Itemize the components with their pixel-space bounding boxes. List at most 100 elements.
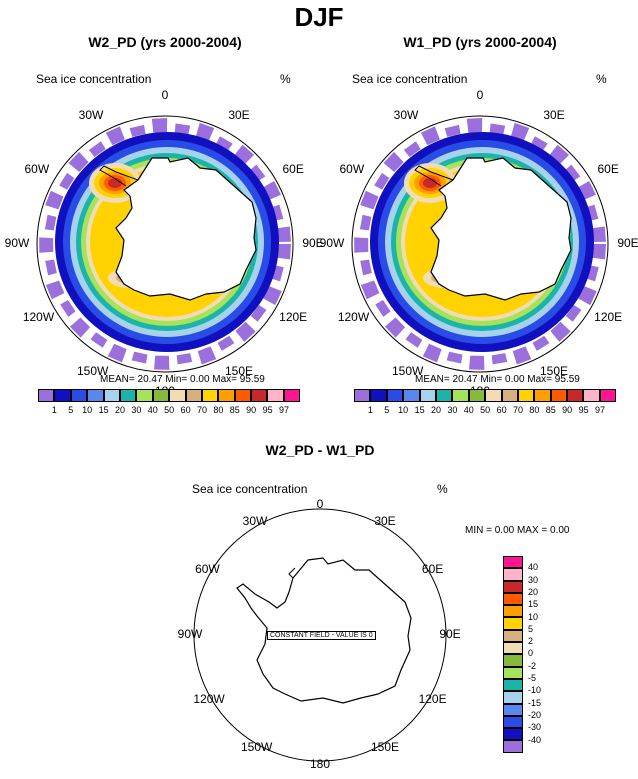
ice-edge-cell [354, 237, 369, 253]
colorbar-tick-label: 10 [82, 405, 93, 415]
colorbar-tick-label: 40 [147, 405, 158, 415]
ice-edge-cell [405, 332, 423, 348]
panel-2-variable: Sea ice concentration [352, 72, 468, 86]
colorbar-cell [503, 715, 523, 729]
diff-colorbar-labels: 40 30 20 15 10 5 2 0 -2 -5 -10 -15 -20 -30 -40 [528, 556, 568, 756]
colorbar-cell [599, 389, 617, 402]
ice-edge-cell [422, 343, 442, 363]
colorbar-tick-label: 5 [528, 623, 534, 634]
colorbar-tick-label: 60 [180, 405, 191, 415]
colorbar-tick-label: 30 [528, 574, 539, 585]
ice-edge-cell [45, 280, 65, 300]
colorbar-tick-label: 0 [528, 648, 534, 659]
ice-edge-cell [491, 353, 508, 365]
antarctica [115, 157, 257, 301]
lon-label: 180 [309, 757, 331, 771]
lon-label: 30E [228, 107, 250, 122]
lon-label: 30E [543, 107, 565, 122]
lon-label: 0 [161, 88, 169, 102]
ice-edge-cell [107, 343, 127, 363]
colorbar-cell [403, 389, 420, 402]
colorbar-cell [503, 580, 523, 593]
ice-edge-cell [154, 355, 170, 370]
colorbar-tick-label: 30 [447, 405, 458, 415]
colorbar-cell [435, 389, 453, 402]
lon-label: 150E [371, 739, 400, 754]
colorbar-tick-label: 5 [384, 405, 390, 415]
colorbar-cell [419, 389, 436, 402]
ice-edge-cell [375, 300, 391, 317]
colorbar-tick-label: 30 [131, 405, 142, 415]
lon-label: 30W [393, 107, 419, 122]
colorbar-tick-label: 50 [480, 405, 491, 415]
ice-edge-cell [510, 122, 530, 141]
ice-edge-cell [151, 118, 168, 133]
colorbar-tick-label: 15 [98, 405, 109, 415]
ice-edge-cell [90, 332, 108, 348]
colorbar-tick-label: 95 [262, 405, 273, 415]
lon-label: 60E [597, 162, 619, 176]
ice-edge-cell [512, 346, 532, 365]
lon-label: 0 [316, 497, 324, 511]
colorbar-cell [503, 666, 523, 679]
colorbar-tick-label: 95 [578, 405, 589, 415]
diff-variable: Sea ice concentration [192, 482, 308, 496]
colorbar-tick-label: 1 [51, 405, 57, 415]
ice-edge-cell [360, 190, 379, 210]
colorbar-cell [354, 389, 371, 402]
panel-1-title: W2_PD (yrs 2000-2004) [88, 34, 242, 50]
colorbar-tick-label: 5 [68, 405, 74, 415]
ice-edge-cell [176, 353, 193, 365]
colorbar-tick-label: 90 [246, 405, 257, 415]
colorbar-tick-label: 85 [229, 405, 240, 415]
lon-label: 60W [24, 162, 50, 176]
ice-edge-cell [577, 285, 597, 306]
diff-title: W2_PD - W1_PD [265, 442, 375, 458]
ice-edge-cell [68, 151, 89, 173]
ice-edge-cell [564, 164, 581, 182]
colorbar-cell [503, 691, 523, 704]
colorbar-tick-label: 85 [545, 405, 556, 415]
panel-2-units: % [596, 72, 607, 86]
ice-edge-cell [217, 335, 235, 351]
ice-edge-cell [359, 214, 372, 231]
colorbar-tick-label: -10 [528, 685, 542, 696]
ice-edge-cell [195, 122, 215, 141]
lon-label: 120W [193, 692, 225, 706]
ice-edge-cell [565, 304, 582, 322]
ice-edge-cell [530, 136, 548, 152]
antarctica [430, 157, 572, 301]
antarctic-peninsula [99, 165, 139, 187]
colorbar-cell [152, 389, 170, 402]
ice-edge-cell [446, 351, 463, 364]
colorbar-cell [550, 389, 568, 402]
ice-edge-cell [39, 237, 54, 253]
colorbar-tick-label: 70 [196, 405, 208, 415]
lon-label: 120E [418, 692, 447, 706]
panel-1-variable: Sea ice concentration [36, 72, 152, 86]
colorbar-cell [503, 592, 523, 606]
lon-label: 0 [476, 88, 484, 102]
antarctic-peninsula [414, 165, 454, 187]
colorbar-cell [201, 389, 219, 402]
panel-2-map [351, 115, 609, 373]
colorbar-cell [185, 389, 202, 402]
colorbar-tick-label: 90 [562, 405, 573, 415]
colorbar-tick-label: 1 [367, 405, 373, 415]
panel-2-title: W1_PD (yrs 2000-2004) [403, 34, 557, 50]
colorbar-cell [218, 389, 235, 402]
colorbar-tick-label: -2 [528, 660, 537, 671]
colorbar-tick-label: -15 [528, 697, 542, 708]
ice-edge-cell [466, 118, 483, 133]
ice-edge-cell [60, 300, 76, 317]
colorbar-cell [501, 389, 518, 402]
ice-edge-cell [235, 321, 256, 342]
colorbar-cell [103, 389, 120, 402]
lon-label: 120W [337, 310, 370, 324]
panel-2-colorbar-labels: 1 5 10 15 20 30 40 50 60 70 80 85 90 95 97 [354, 405, 616, 417]
ice-edge-cell [174, 123, 191, 135]
colorbar-cell [503, 568, 523, 581]
colorbar-cell [38, 389, 55, 402]
